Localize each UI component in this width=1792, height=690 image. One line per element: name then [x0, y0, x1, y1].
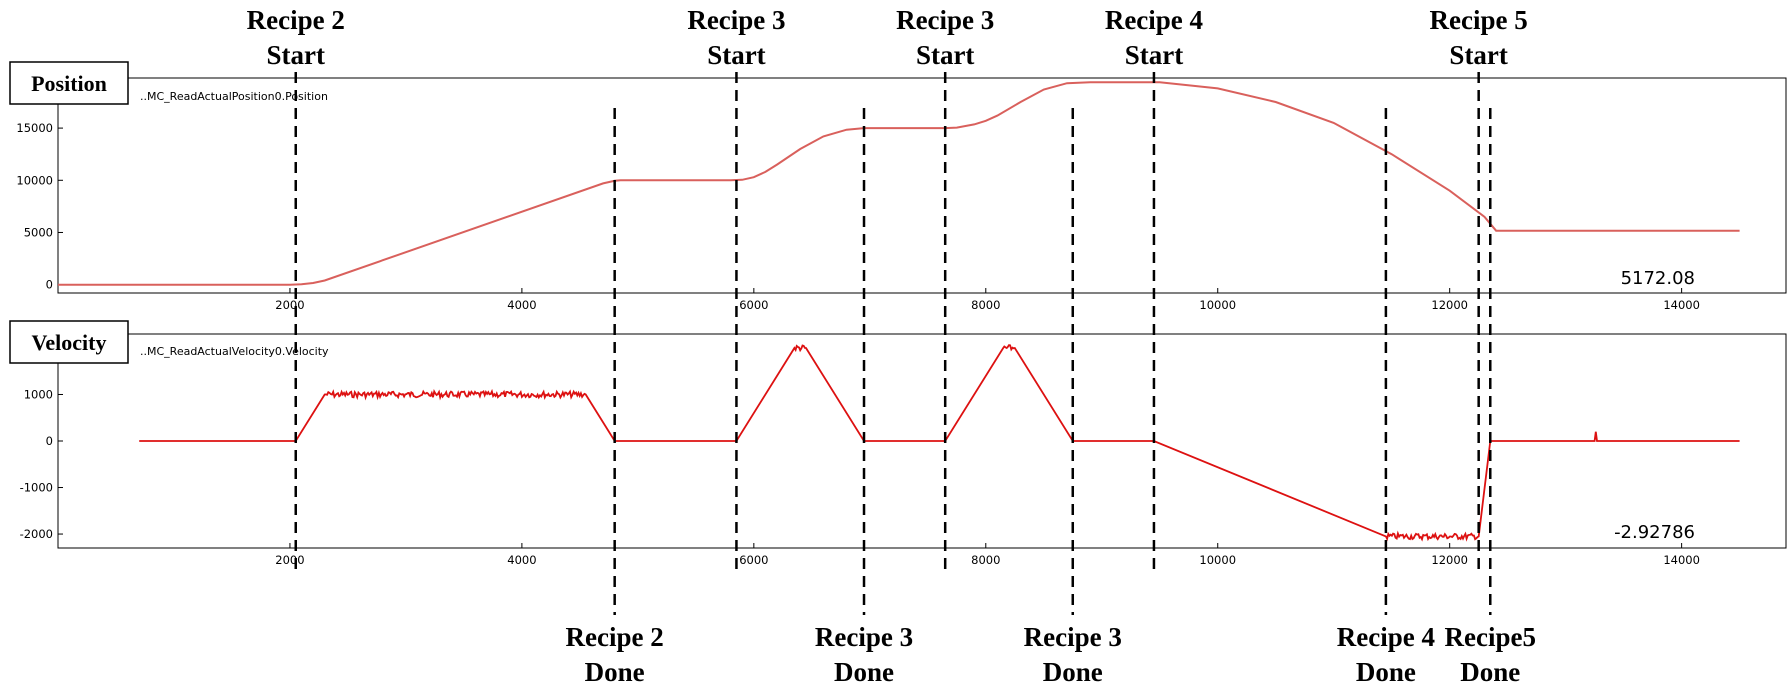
recipe-done-subtitle: Done: [1356, 657, 1416, 687]
recipe-done-subtitle: Done: [834, 657, 894, 687]
position-current-value: 5172.08: [1621, 268, 1695, 289]
position-x-tick-label: 14000: [1663, 298, 1700, 312]
position-x-tick-label: 12000: [1431, 298, 1468, 312]
position-panel-label: Position: [31, 71, 107, 96]
velocity-x-tick-label: 8000: [971, 553, 1000, 567]
velocity-y-axis: -2000 -1000 0 1000: [20, 387, 63, 541]
velocity-x-tick-label: 12000: [1431, 553, 1468, 567]
recipe-start-title: Recipe 5: [1430, 5, 1528, 35]
position-y-tick-label: 0: [46, 278, 53, 292]
velocity-panel-label: Velocity: [32, 330, 107, 355]
velocity-y-tick-label: 0: [46, 434, 53, 448]
position-y-axis: 0 5000 10000 15000: [16, 121, 63, 292]
recipe-done-markers: Recipe 2 Done Recipe 3 Done Recipe 3 Done Reci…: [566, 108, 1536, 687]
recipe-done-title: Recipe 2: [566, 622, 664, 652]
position-signal-name: ..MC_ReadActualPosition0.Position: [140, 90, 328, 103]
recipe-start-subtitle: Start: [1125, 40, 1183, 70]
position-x-tick-label: 10000: [1199, 298, 1236, 312]
recipe-done-title: Recipe 3: [1024, 622, 1122, 652]
recipe-start-title: Recipe 3: [687, 5, 785, 35]
position-x-tick-label: 6000: [739, 298, 768, 312]
recipe-done-subtitle: Done: [1043, 657, 1103, 687]
position-x-axis: 2000 4000 6000 8000 10000 12000 14000: [275, 288, 1700, 312]
recipe-done-title: Recipe5: [1445, 622, 1536, 652]
velocity-y-tick-label: -1000: [20, 481, 53, 495]
velocity-y-tick-label: 1000: [24, 387, 53, 401]
velocity-x-tick-label: 2000: [275, 553, 304, 567]
position-y-tick-label: 15000: [16, 121, 53, 135]
velocity-signal-name: ..MC_ReadActualVelocity0.Velocity: [140, 345, 329, 358]
velocity-y-tick-label: -2000: [20, 527, 53, 541]
position-plot-frame: [57, 77, 1787, 294]
position-series-line: [58, 81, 1740, 286]
velocity-x-tick-label: 14000: [1663, 553, 1700, 567]
recipe-start-subtitle: Start: [267, 40, 325, 70]
position-x-tick-label: 8000: [971, 298, 1000, 312]
position-panel-label-box: [9, 61, 129, 105]
recipe-done-subtitle: Done: [1460, 657, 1520, 687]
velocity-x-tick-label: 4000: [507, 553, 536, 567]
velocity-panel-label-box: [9, 320, 129, 364]
position-panel: 0 5000 10000 15000 2000 4000 6000 8000 10000 120…: [9, 61, 1787, 312]
velocity-x-axis: 2000 4000 6000 8000 10000 12000 14000: [275, 543, 1700, 567]
recipe-start-subtitle: Start: [707, 40, 765, 70]
position-x-tick-label: 2000: [275, 298, 304, 312]
velocity-series-line: [139, 344, 1740, 542]
recipe-start-markers: Recipe 2 Start Recipe 3 Start Recipe 3 Start R…: [247, 5, 1528, 570]
position-y-tick-label: 5000: [24, 225, 53, 239]
velocity-x-tick-label: 10000: [1199, 553, 1236, 567]
recipe-start-subtitle: Start: [1449, 40, 1507, 70]
recipe-done-title: Recipe 3: [815, 622, 913, 652]
velocity-x-tick-label: 6000: [739, 553, 768, 567]
position-x-tick-label: 4000: [507, 298, 536, 312]
position-y-tick-label: 10000: [16, 173, 53, 187]
velocity-current-value: -2.92786: [1614, 522, 1695, 543]
recipe-start-title: Recipe 2: [247, 5, 345, 35]
recipe-start-subtitle: Start: [916, 40, 974, 70]
recipe-done-title: Recipe 4: [1337, 622, 1435, 652]
recipe-done-subtitle: Done: [585, 657, 645, 687]
recipe-start-title: Recipe 3: [896, 5, 994, 35]
velocity-panel: -2000 -1000 0 1000 2000 4000 6000 8000 10000 120…: [9, 320, 1787, 567]
recipe-start-title: Recipe 4: [1105, 5, 1203, 35]
